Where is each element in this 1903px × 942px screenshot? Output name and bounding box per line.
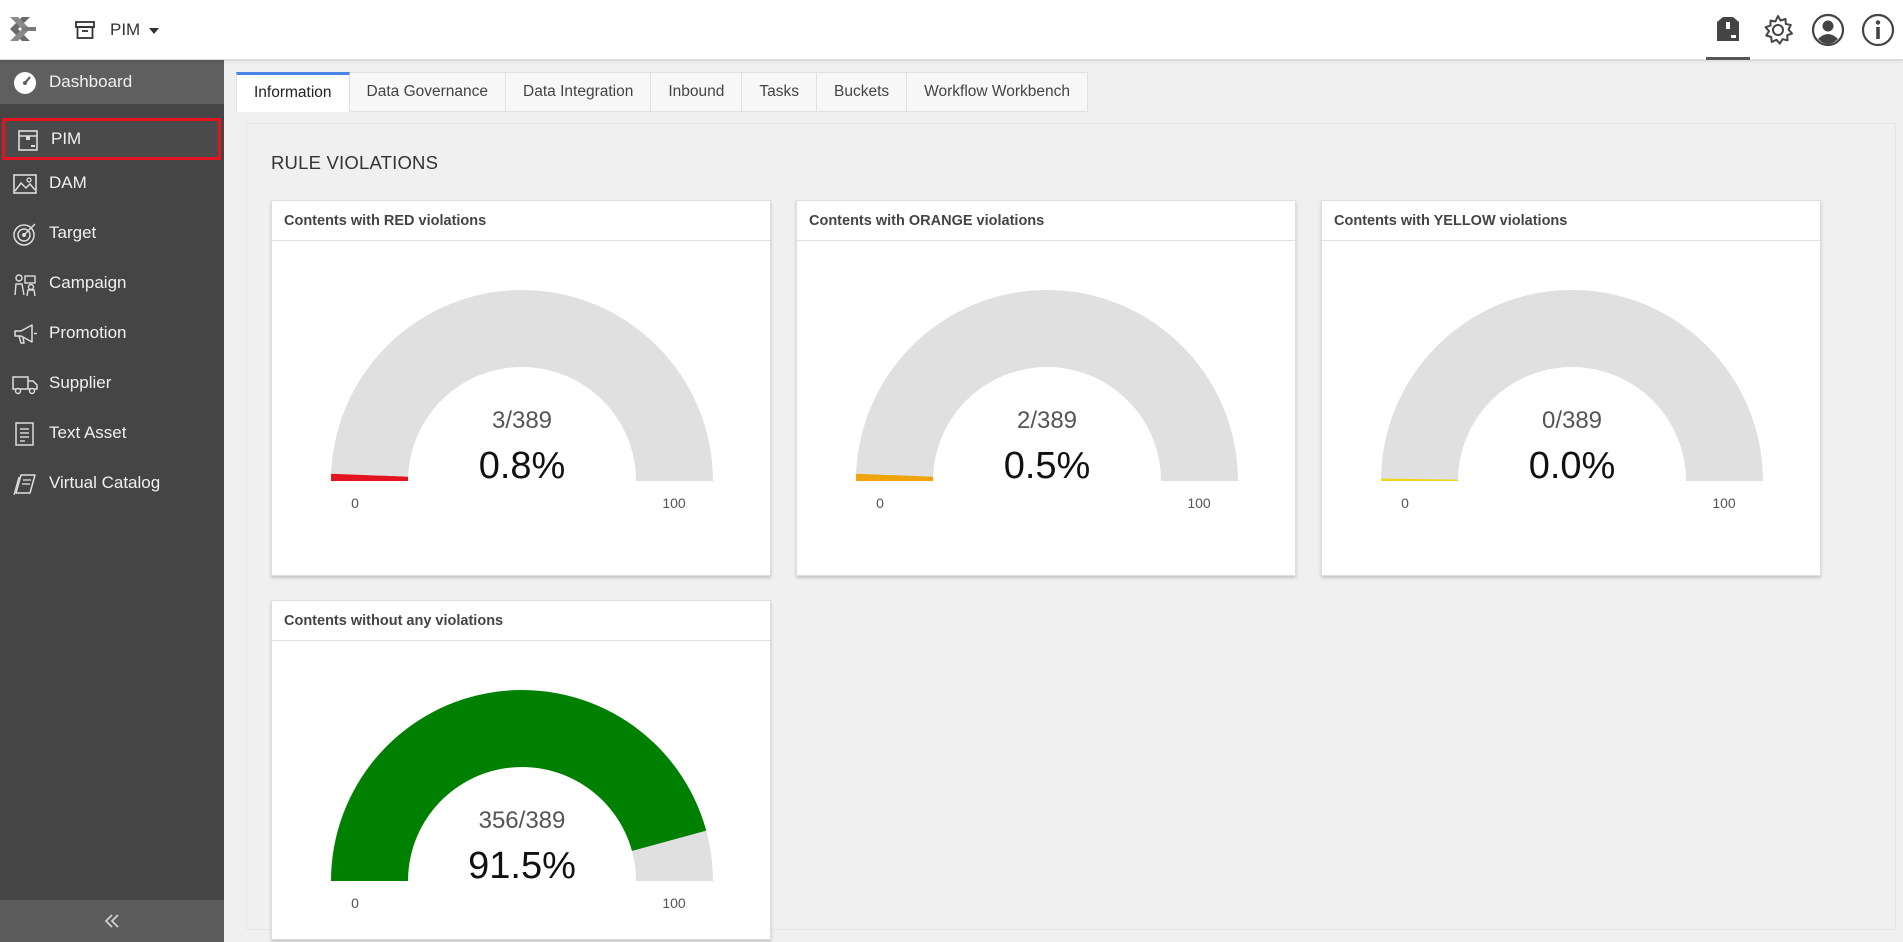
- tab-inbound[interactable]: Inbound: [651, 72, 743, 112]
- gauge-max-label: 100: [662, 495, 686, 511]
- tab-tasks[interactable]: Tasks: [742, 72, 817, 112]
- gauge-card-no-violations: Contents without any violations 356/389 …: [271, 600, 771, 940]
- gauge-ratio: 356/389: [478, 807, 566, 834]
- image-icon: [13, 174, 37, 194]
- tab-buckets[interactable]: Buckets: [817, 72, 908, 112]
- gauge-track: [856, 290, 1238, 481]
- gauge-min-label: 0: [351, 495, 359, 511]
- gauge-percent: 0.0%: [1528, 445, 1616, 487]
- sidebar-item-label: Supplier: [49, 373, 112, 392]
- gauge-track: [1381, 290, 1763, 481]
- sidebar-item-label: Target: [49, 223, 97, 242]
- gauge-ratio: 3/389: [491, 407, 553, 434]
- sidebar-item-campaign[interactable]: Campaign: [0, 261, 224, 305]
- top-bar: PIM: [0, 0, 1903, 60]
- gauge-chart: [1381, 290, 1763, 481]
- gauge-card-orange: Contents with ORANGE violations 2/389 0.…: [796, 200, 1296, 576]
- gauge-percent: 91.5%: [468, 845, 576, 887]
- dashboard-gauge-icon: [14, 72, 36, 94]
- gauge: 356/389 91.5% 0 100: [272, 641, 772, 942]
- gauge-ratio: 2/389: [1016, 407, 1078, 434]
- tab-workflow-workbench[interactable]: Workflow Workbench: [907, 72, 1089, 112]
- gauge-max-label: 100: [1187, 495, 1211, 511]
- megaphone-icon: [14, 324, 37, 344]
- sidebar-item-dashboard[interactable]: Dashboard: [0, 60, 224, 104]
- campaign-icon: [14, 274, 36, 297]
- target-icon: [13, 223, 36, 246]
- gauge-chart: [331, 290, 713, 481]
- settings-button[interactable]: [1753, 0, 1803, 60]
- sidebar-item-label: Dashboard: [49, 72, 133, 91]
- card-title: Contents without any violations: [272, 601, 770, 641]
- sidebar-item-label: PIM: [51, 129, 82, 148]
- pim-box-icon: [18, 130, 38, 151]
- gauge-chart: [856, 290, 1238, 481]
- info-icon: [1861, 13, 1895, 47]
- gauge-value-arc: [856, 473, 934, 481]
- sidebar-item-label: Promotion: [49, 323, 127, 342]
- gauge-max-label: 100: [1712, 495, 1736, 511]
- product-box-button[interactable]: [1703, 0, 1753, 60]
- collapse-sidebar-button[interactable]: [0, 900, 224, 942]
- page-title: RULE VIOLATIONS: [271, 152, 439, 173]
- sidebar-item-supplier[interactable]: Supplier: [0, 361, 224, 405]
- sidebar: Dashboard PIM DAM Target: [0, 60, 224, 942]
- tab-information[interactable]: Information: [236, 72, 350, 112]
- gauge: 2/389 0.5% 0 100: [797, 241, 1297, 577]
- gauge-value-arc: [331, 690, 707, 881]
- sidebar-item-promotion[interactable]: Promotion: [0, 311, 224, 355]
- gauge-percent: 0.5%: [1003, 445, 1091, 487]
- gauge-min-label: 0: [1401, 495, 1409, 511]
- gauge-ratio: 0/389: [1541, 407, 1603, 434]
- gauge: 0/389 0.0% 0 100: [1322, 241, 1822, 577]
- sidebar-item-label: Text Asset: [49, 423, 127, 442]
- info-button[interactable]: [1853, 0, 1903, 60]
- card-title: Contents with RED violations: [272, 201, 770, 241]
- sidebar-item-label: Virtual Catalog: [49, 473, 161, 492]
- tab-data-integration[interactable]: Data Integration: [506, 72, 652, 112]
- rule-violations-panel: RULE VIOLATIONS Contents with RED violat…: [246, 123, 1896, 940]
- product-box-icon: [1717, 17, 1739, 41]
- double-chevron-left-icon: [104, 914, 119, 928]
- sidebar-item-pim[interactable]: PIM: [2, 118, 221, 160]
- truck-icon: [12, 376, 38, 395]
- gauge-chart: [331, 690, 713, 881]
- gauge-value-arc: [331, 473, 409, 481]
- module-switcher[interactable]: PIM: [74, 18, 160, 42]
- sidebar-item-dam[interactable]: DAM: [0, 161, 224, 205]
- gauge-card-yellow: Contents with YELLOW violations 0/389 0.…: [1321, 200, 1821, 576]
- tab-data-governance[interactable]: Data Governance: [349, 72, 507, 112]
- gauge: 3/389 0.8% 0 100: [272, 241, 772, 577]
- document-icon: [15, 422, 34, 446]
- sidebar-item-label: DAM: [49, 173, 87, 192]
- gauge-min-label: 0: [351, 895, 359, 911]
- card-title: Contents with YELLOW violations: [1322, 201, 1820, 241]
- user-icon: [1811, 13, 1845, 47]
- main-content: Information Data Governance Data Integra…: [224, 60, 1903, 942]
- gauge-track: [331, 290, 713, 481]
- card-title: Contents with ORANGE violations: [797, 201, 1295, 241]
- archive-box-icon: [75, 21, 95, 39]
- catalog-icon: [13, 474, 36, 496]
- gauge-value-arc: [1381, 478, 1459, 481]
- sidebar-item-virtual-catalog[interactable]: Virtual Catalog: [0, 461, 224, 505]
- sidebar-item-target[interactable]: Target: [0, 211, 224, 255]
- sidebar-item-label: Campaign: [49, 273, 127, 292]
- gauge-percent: 0.8%: [478, 445, 566, 487]
- gauge-card-red: Contents with RED violations 3/389 0.8% …: [271, 200, 771, 576]
- tab-bar: Information Data Governance Data Integra…: [236, 72, 1089, 112]
- gear-icon: [1764, 15, 1793, 45]
- module-label: PIM: [110, 20, 141, 39]
- chevron-down-icon: [149, 28, 160, 34]
- gauge-min-label: 0: [876, 495, 884, 511]
- gauge-max-label: 100: [662, 895, 686, 911]
- app-logo-icon[interactable]: [6, 12, 52, 46]
- sidebar-item-text-asset[interactable]: Text Asset: [0, 411, 224, 455]
- user-profile-button[interactable]: [1803, 0, 1853, 60]
